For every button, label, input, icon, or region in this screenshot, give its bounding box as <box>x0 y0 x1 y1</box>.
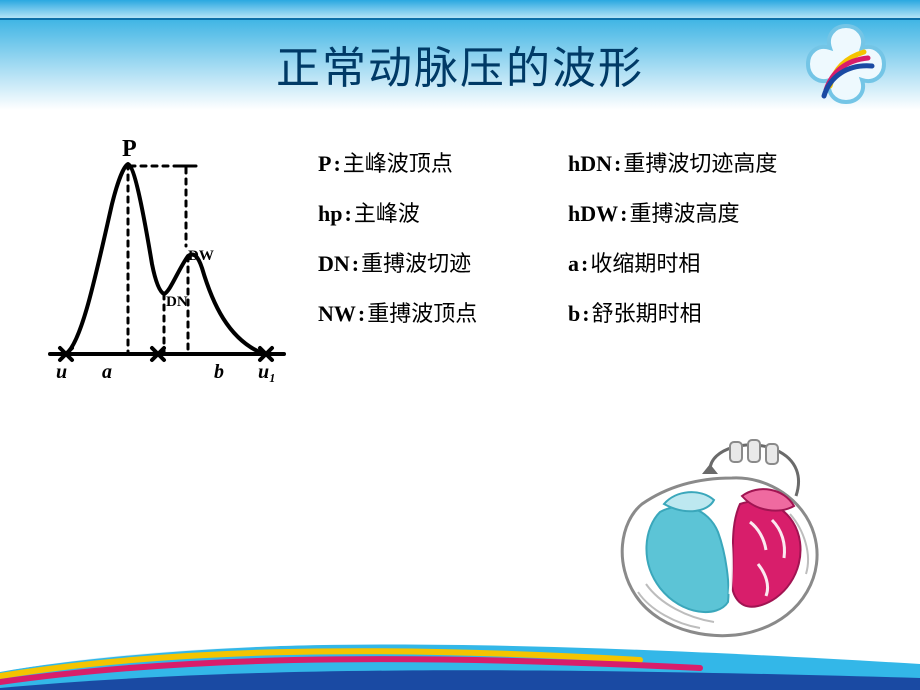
legend-cell: NW : 重搏波顶点 <box>318 296 568 328</box>
legend-sep: : <box>331 151 342 177</box>
legend-sep: : <box>342 201 353 227</box>
page-title: 正常动脉压的波形 <box>276 32 644 96</box>
heart-illustration-icon <box>590 434 850 644</box>
legend-row: NW : 重搏波顶点 b : 舒张期时相 <box>318 296 878 328</box>
legend-desc: 重搏波切迹 <box>361 246 471 278</box>
legend-term: a <box>568 251 579 277</box>
legend-cell: hDN : 重搏波切迹高度 <box>568 146 868 178</box>
legend-cell: DN : 重搏波切迹 <box>318 246 568 278</box>
content-area: P DW DN u a b u₁ P : 主峰波顶点 hDN : 重搏波切迹高度… <box>0 128 920 650</box>
title-band: 正常动脉压的波形 <box>0 18 920 110</box>
legend-sep: : <box>618 201 629 227</box>
legend-cell: a : 收缩期时相 <box>568 246 868 278</box>
legend-term: hp <box>318 201 342 227</box>
wave-label-u1: u₁ <box>258 361 276 383</box>
bottom-swoosh-icon <box>0 630 920 690</box>
legend-term: hDN <box>568 151 612 177</box>
wave-label-u: u <box>56 361 67 383</box>
legend-cell: b : 舒张期时相 <box>568 296 868 328</box>
legend-desc: 主峰波 <box>354 196 420 228</box>
legend-block: P : 主峰波顶点 hDN : 重搏波切迹高度 hp : 主峰波 hDW : 重… <box>318 146 878 346</box>
legend-desc: 收缩期时相 <box>590 246 700 278</box>
top-accent-bar <box>0 0 920 18</box>
legend-sep: : <box>580 301 591 327</box>
legend-sep: : <box>579 251 590 277</box>
legend-desc: 重搏波切迹高度 <box>623 146 777 178</box>
wave-label-DN: DN <box>166 294 188 310</box>
legend-desc: 主峰波顶点 <box>343 146 453 178</box>
legend-cell: hp : 主峰波 <box>318 196 568 228</box>
legend-sep: : <box>612 151 623 177</box>
wave-label-DW: DW <box>188 248 214 264</box>
legend-row: P : 主峰波顶点 hDN : 重搏波切迹高度 <box>318 146 878 178</box>
arterial-waveform-diagram: P DW DN u a b u₁ <box>36 134 296 394</box>
legend-desc: 舒张期时相 <box>592 296 702 328</box>
legend-desc: 重搏波顶点 <box>367 296 477 328</box>
legend-term: DN <box>318 251 350 277</box>
legend-term: P <box>318 151 331 177</box>
clover-logo-icon <box>796 14 896 114</box>
legend-desc: 重搏波高度 <box>629 196 739 228</box>
legend-cell: P : 主峰波顶点 <box>318 146 568 178</box>
wave-label-a: a <box>102 361 112 383</box>
legend-cell: hDW : 重搏波高度 <box>568 196 868 228</box>
wave-label-P: P <box>122 136 137 162</box>
legend-term: NW <box>318 301 356 327</box>
legend-term: hDW <box>568 201 618 227</box>
legend-sep: : <box>350 251 361 277</box>
legend-term: b <box>568 301 580 327</box>
wave-label-b: b <box>214 361 224 383</box>
legend-row: DN : 重搏波切迹 a : 收缩期时相 <box>318 246 878 278</box>
legend-sep: : <box>356 301 367 327</box>
legend-row: hp : 主峰波 hDW : 重搏波高度 <box>318 196 878 228</box>
